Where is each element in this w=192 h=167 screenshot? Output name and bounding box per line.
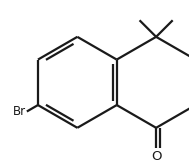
Text: O: O xyxy=(151,150,161,163)
Text: Br: Br xyxy=(12,105,26,118)
